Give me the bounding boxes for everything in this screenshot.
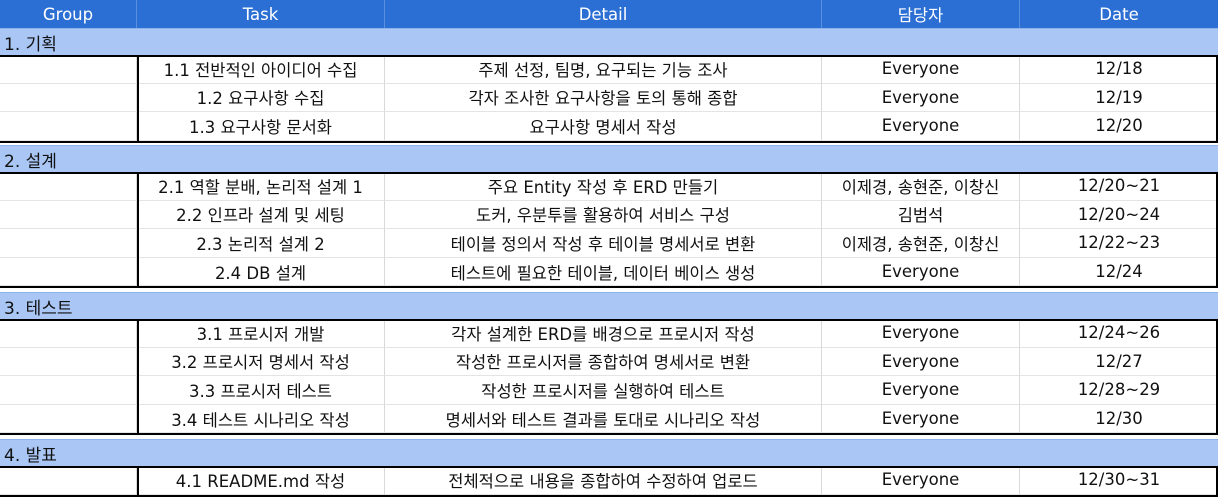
owner-cell[interactable]: 이제경, 송현준, 이창신 (822, 172, 1020, 201)
group-cell[interactable] (0, 200, 137, 230)
date-cell[interactable]: 12/24~26 (1020, 319, 1218, 348)
detail-cell[interactable]: 전체적으로 내용을 종합하여 수정하여 업로드 (385, 466, 822, 495)
detail-cell[interactable]: 각자 조사한 요구사항을 토의 통해 종합 (385, 83, 822, 113)
column-header-owner[interactable]: 담당자 (822, 0, 1020, 28)
owner-cell[interactable]: 김범석 (822, 200, 1020, 230)
detail-cell[interactable]: 주제 선정, 팀명, 요구되는 기능 조사 (385, 55, 822, 84)
detail-cell[interactable]: 요구사항 명세서 작성 (385, 112, 822, 141)
detail-cell[interactable]: 주요 Entity 작성 후 ERD 만들기 (385, 172, 822, 201)
column-header-detail[interactable]: Detail (385, 0, 822, 28)
detail-cell[interactable]: 각자 설계한 ERD를 배경으로 프로시저 작성 (385, 319, 822, 348)
task-cell[interactable]: 3.2 프로시저 명세서 작성 (137, 347, 385, 377)
task-cell[interactable]: 1.3 요구사항 문서화 (137, 112, 385, 141)
owner-cell[interactable]: Everyone (822, 112, 1020, 141)
table-row: 2.1 역할 분배, 논리적 설계 1 주요 Entity 작성 후 ERD 만들… (0, 172, 1218, 201)
owner-cell[interactable]: Everyone (822, 319, 1020, 348)
task-cell[interactable]: 2.1 역할 분배, 논리적 설계 1 (137, 172, 385, 201)
table-row: 4.1 README.md 작성 전체적으로 내용을 종합하여 수정하여 업로드 E… (0, 466, 1218, 495)
group-label[interactable]: 2. 설계 (4, 151, 57, 172)
table-row: 1.3 요구사항 문서화 요구사항 명세서 작성 Everyone 12/20 (0, 112, 1218, 141)
task-cell[interactable]: 3.1 프로시저 개발 (137, 319, 385, 348)
table-row: 3.3 프로시저 테스트 작성한 프로시저를 실행하여 테스트 Everyone 12… (0, 376, 1218, 405)
task-cell[interactable]: 2.3 논리적 설계 2 (137, 229, 385, 258)
date-cell[interactable]: 12/24 (1020, 258, 1218, 287)
group-cell[interactable] (0, 347, 137, 377)
task-cell[interactable]: 1.1 전반적인 아이디어 수집 (137, 55, 385, 84)
task-cell[interactable]: 2.4 DB 설계 (137, 257, 385, 287)
task-cell[interactable]: 4.1 README.md 작성 (137, 466, 385, 495)
group-label[interactable]: 3. 테스트 (4, 298, 73, 319)
group-cell[interactable] (0, 376, 137, 405)
detail-cell[interactable]: 작성한 프로시저를 종합하여 명세서로 변환 (385, 347, 822, 377)
group-cell[interactable] (0, 83, 137, 113)
owner-cell[interactable]: Everyone (822, 404, 1020, 434)
date-cell[interactable]: 12/18 (1020, 55, 1218, 84)
date-cell[interactable]: 12/27 (1020, 348, 1218, 377)
date-cell[interactable]: 12/20~24 (1020, 201, 1218, 230)
owner-cell[interactable]: Everyone (822, 376, 1020, 405)
table-row: 1.2 요구사항 수집 각자 조사한 요구사항을 토의 통해 종합 Everyone… (0, 83, 1218, 113)
task-cell[interactable]: 3.3 프로시저 테스트 (137, 376, 385, 405)
table-row: 1.1 전반적인 아이디어 수집 주제 선정, 팀명, 요구되는 기능 조사 Eve… (0, 55, 1218, 84)
detail-cell[interactable]: 테이블 정의서 작성 후 테이블 명세서로 변환 (385, 229, 822, 258)
owner-cell[interactable]: Everyone (822, 257, 1020, 287)
table-row: 3.1 프로시저 개발 각자 설계한 ERD를 배경으로 프로시저 작성 Every… (0, 319, 1218, 348)
date-cell[interactable]: 12/30~31 (1020, 466, 1218, 495)
column-header-date[interactable]: Date (1099, 4, 1139, 24)
owner-cell[interactable]: Everyone (822, 347, 1020, 377)
table-row: 2.2 인프라 설계 및 세팅 도커, 우분투를 활용하여 서비스 구성 김범석 12… (0, 200, 1218, 230)
group-row: 2. 설계 (0, 145, 1218, 172)
group-row: 3. 테스트 (0, 292, 1218, 319)
header-row: Group Task Detail 담당자 Date (0, 0, 1218, 28)
date-cell[interactable]: 12/28~29 (1020, 376, 1218, 405)
group-cell[interactable] (0, 404, 137, 434)
group-cell[interactable] (0, 55, 137, 84)
date-cell[interactable]: 12/22~23 (1020, 229, 1218, 258)
owner-cell[interactable]: Everyone (822, 55, 1020, 84)
table-row: 2.3 논리적 설계 2 테이블 정의서 작성 후 테이블 명세서로 변환 이제경,… (0, 229, 1218, 258)
group-cell[interactable] (0, 466, 137, 495)
group-label[interactable]: 1. 기획 (4, 34, 57, 55)
date-cell[interactable]: 12/20~21 (1020, 172, 1218, 201)
task-cell[interactable]: 2.2 인프라 설계 및 세팅 (137, 200, 385, 230)
column-header-task[interactable]: Task (137, 0, 385, 28)
table-row: 3.2 프로시저 명세서 작성 작성한 프로시저를 종합하여 명세서로 변환 Eve… (0, 347, 1218, 377)
owner-cell[interactable]: Everyone (822, 83, 1020, 113)
group-row: 4. 발표 (0, 439, 1218, 466)
detail-cell[interactable]: 테스트에 필요한 테이블, 데이터 베이스 생성 (385, 257, 822, 287)
table-row: 2.4 DB 설계 테스트에 필요한 테이블, 데이터 베이스 생성 Everyon… (0, 257, 1218, 287)
group-cell[interactable] (0, 229, 137, 258)
detail-cell[interactable]: 도커, 우분투를 활용하여 서비스 구성 (385, 200, 822, 230)
date-cell[interactable]: 12/19 (1020, 84, 1218, 113)
group-cell[interactable] (0, 112, 137, 141)
group-cell[interactable] (0, 319, 137, 348)
task-cell[interactable]: 3.4 테스트 시나리오 작성 (137, 404, 385, 434)
owner-cell[interactable]: Everyone (822, 466, 1020, 495)
task-cell[interactable]: 1.2 요구사항 수집 (137, 83, 385, 113)
group-row: 1. 기획 (0, 28, 1218, 55)
date-cell[interactable]: 12/20 (1020, 112, 1218, 141)
table-row: 3.4 테스트 시나리오 작성 명세서와 테스트 결과를 토대로 시나리오 작성 E… (0, 404, 1218, 434)
group-label[interactable]: 4. 발표 (4, 445, 57, 466)
group-cell[interactable] (0, 172, 137, 201)
detail-cell[interactable]: 명세서와 테스트 결과를 토대로 시나리오 작성 (385, 404, 822, 434)
owner-cell[interactable]: 이제경, 송현준, 이창신 (822, 229, 1020, 258)
column-header-group[interactable]: Group (0, 0, 137, 28)
group-cell[interactable] (0, 257, 137, 287)
detail-cell[interactable]: 작성한 프로시저를 실행하여 테스트 (385, 376, 822, 405)
date-cell[interactable]: 12/30 (1020, 405, 1218, 434)
